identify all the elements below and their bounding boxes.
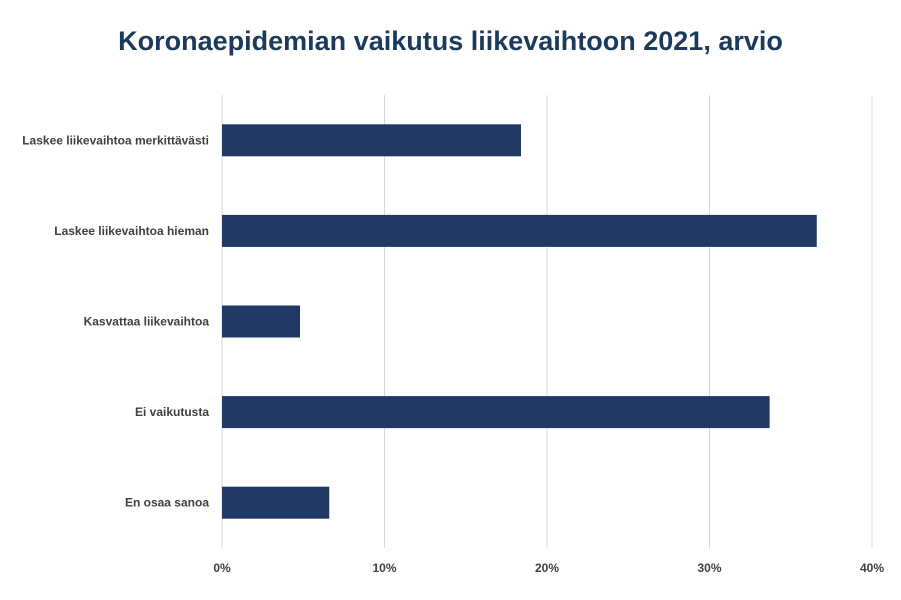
x-tick-label: 30% [697, 561, 721, 575]
bar [222, 305, 300, 338]
category-label: Laskee liikevaihtoa merkittävästi [22, 133, 209, 147]
category-label: En osaa sanoa [125, 496, 209, 510]
chart-title: Koronaepidemian vaikutus liikevaihtoon 2… [118, 26, 783, 56]
x-tick-label: 40% [860, 561, 884, 575]
x-tick-label: 20% [535, 561, 559, 575]
bar [222, 396, 770, 429]
bar [222, 124, 521, 157]
x-tick-label: 0% [213, 561, 231, 575]
category-label: Kasvattaa liikevaihtoa [84, 315, 210, 329]
bar [222, 486, 330, 519]
x-tick-label: 10% [372, 561, 396, 575]
category-label: Ei vaikutusta [135, 405, 209, 419]
bar [222, 214, 817, 247]
category-label: Laskee liikevaihtoa hieman [54, 224, 209, 238]
